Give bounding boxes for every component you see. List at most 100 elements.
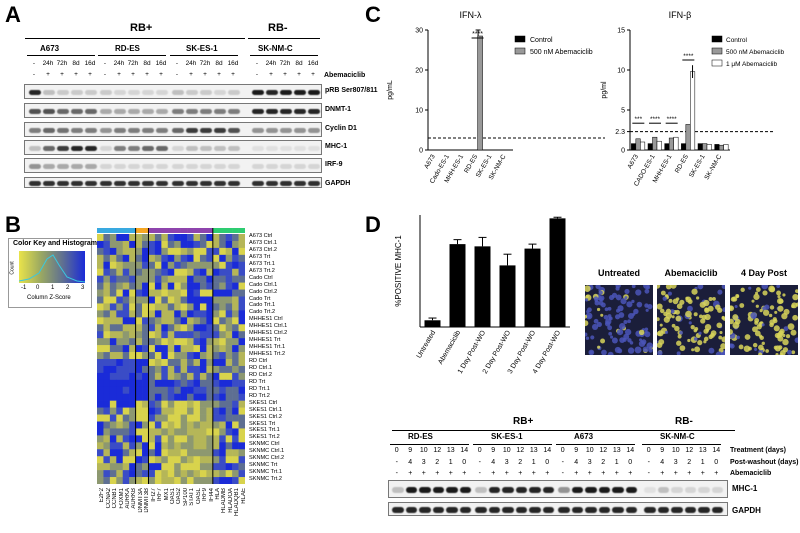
heatmap-cell [219,442,226,450]
heatmap-cell [225,372,233,381]
heatmap-cell [187,282,194,290]
cell-dot [787,323,795,331]
treat-sign: + [504,470,509,477]
heatmap-cell [238,449,245,457]
heatmap-cell [180,310,188,318]
heatmap-cell [129,470,136,478]
panel-d-blot: RB+ RB- RD-ES 0- -9 4 +10 3 +12 2 +13 1 +14 0 + SK-ES… [370,390,800,533]
cell-dot [607,306,612,311]
heatmap-cell [97,338,104,346]
image-title: Untreated [597,268,640,278]
legend-swatch [711,47,723,55]
heatmap-cell [232,310,239,318]
d-row-label: Treatment (days) [730,447,787,454]
heatmap-cell [142,324,149,332]
band [214,163,226,169]
heatmap-cell [193,477,201,484]
heatmap-cell [199,282,207,290]
band [294,180,306,186]
time-label: 24h [113,60,125,67]
cell-dot [732,321,740,329]
heatmap-cell [97,456,104,464]
heatmap-cell [135,282,143,290]
heatmap-cell [103,268,111,276]
band [475,486,487,493]
heatmap-row-label: RD Trt.2 [249,392,270,399]
cell-dot [616,328,624,336]
heatmap-cell [199,393,207,401]
d-group-rb-plus: RB+ [513,416,534,427]
heatmap-cell [109,414,117,422]
band [266,145,278,151]
heatmap-cell [238,331,245,339]
heatmap-cell [206,421,214,429]
treat-sign: - [103,71,107,78]
d-cell-underline [556,444,635,445]
heatmap-cell [167,275,175,283]
treat-sign: + [88,71,92,78]
band [280,145,292,151]
heatmap-cell [219,400,226,408]
band [585,506,597,513]
cell-dot [631,299,635,304]
heatmap-cell [97,234,104,242]
day-label: 9 [660,447,665,454]
heatmap-col-label: SP100 [182,488,189,507]
cell-dot [708,334,714,340]
heatmap-cell [187,393,194,401]
legend-label: Control [726,37,748,44]
cell-dot [634,346,642,354]
heatmap-row-label: SKNMC Ctrl [249,441,280,448]
heatmap-col-label: IFI44 [208,488,215,502]
treat-sign: - [647,470,650,477]
heatmap-row-label: RD Ctrl.1 [249,364,272,371]
cell-dot [588,349,595,355]
heatmap-cell [135,400,143,408]
heatmap-cell [187,275,194,283]
heatmap-cell [148,296,156,304]
time-label: 8d [72,60,80,67]
heatmap-cell [238,421,245,429]
cell-dot [697,285,704,290]
heatmap-cell [122,400,130,408]
cell-dot [657,330,664,337]
heatmap-cell [238,470,245,478]
col-color-bar [174,228,181,233]
d-cell-underline [390,444,469,445]
heatmap-cell [148,400,156,408]
heatmap-cell [135,449,143,457]
heatmap-cell [238,310,245,318]
heatmap-cell [122,379,130,388]
cell-dot [708,347,715,354]
heatmap-cell [148,442,156,450]
cell-dot [618,312,625,318]
heatmap-cell [116,449,124,457]
heatmap-cell [206,456,214,464]
cell-dot [639,338,643,342]
heatmap-cell [174,234,181,242]
cell-dot [657,342,663,349]
cell-dot [730,329,733,335]
d-blot-mhc-1 [388,480,728,498]
heatmap-cell [187,296,194,304]
band [114,89,126,95]
cell-dot [782,293,786,297]
cell-dot [679,345,686,351]
washout-label: - [478,459,481,466]
heatmap-cell [142,275,149,283]
cell-dot [754,347,758,351]
band [308,108,320,114]
cell-dot [615,294,622,301]
cell-dot [585,285,591,292]
heatmap-col-label: IRF7 [157,488,164,502]
heatmap-cell [193,393,201,401]
heatmap-cell [238,303,245,311]
heatmap-cell [212,449,220,457]
heatmap-cell [142,456,149,464]
heatmap-cell [193,254,201,263]
heatmap-cell [232,289,239,297]
micrograph-cells [730,285,798,355]
heatmap-cell [180,338,188,346]
heatmap-cell [225,282,233,290]
cell-dot [774,345,781,352]
